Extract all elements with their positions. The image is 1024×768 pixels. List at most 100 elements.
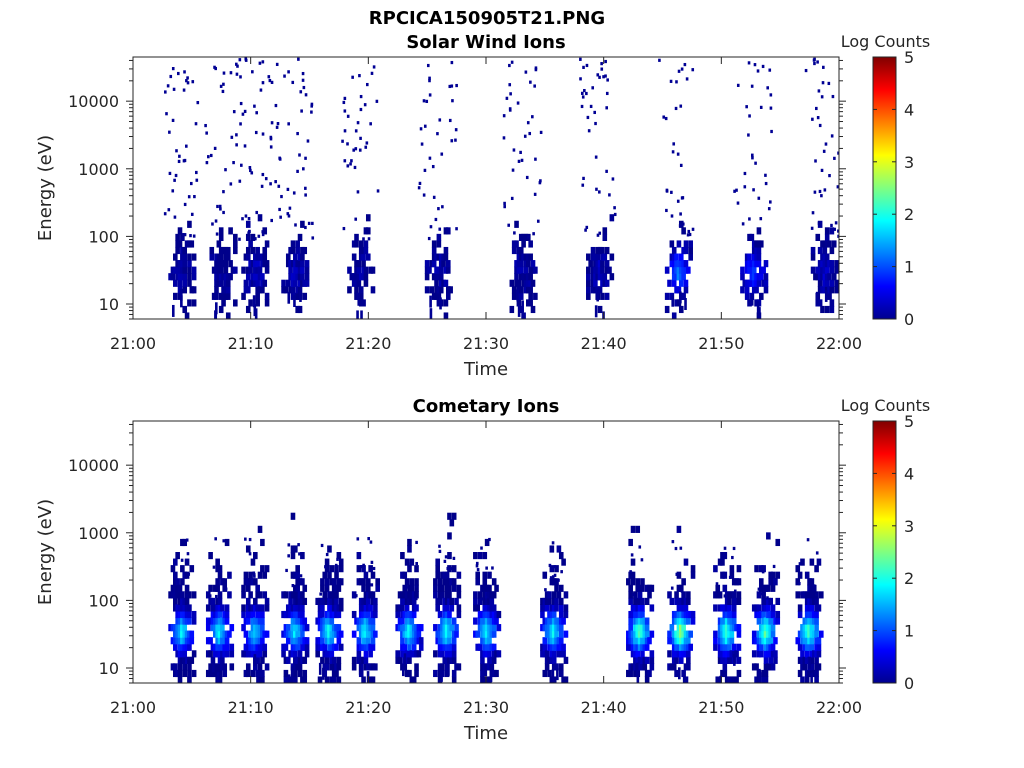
heatmap-cell	[756, 610, 762, 619]
heatmap-cell	[356, 266, 362, 274]
heatmap-cell	[528, 286, 533, 294]
heatmap-cell	[418, 637, 424, 645]
heatmap-cell	[331, 656, 337, 664]
heatmap-cell	[253, 104, 256, 108]
heatmap-cell	[678, 279, 684, 287]
heatmap-cell	[404, 669, 410, 678]
heatmap-cell	[749, 260, 755, 268]
heatmap-cell	[255, 630, 260, 638]
heatmap-cell	[229, 71, 233, 75]
heatmap-cell	[431, 253, 437, 261]
heatmap-cell	[816, 558, 822, 566]
heatmap-cell	[434, 217, 438, 222]
heatmap-cell	[637, 591, 643, 599]
heatmap-cell	[720, 643, 725, 651]
heatmap-cell	[257, 610, 263, 619]
heatmap-cell	[187, 656, 192, 664]
heatmap-cell	[754, 253, 759, 261]
heatmap-cell	[320, 643, 325, 651]
heatmap-cell	[192, 234, 196, 238]
heatmap-cell	[246, 236, 250, 240]
heatmap-cell	[633, 637, 638, 645]
heatmap-cell	[637, 624, 643, 632]
heatmap-cell	[549, 610, 555, 619]
heatmap-cell	[356, 279, 362, 287]
heatmap-cell	[329, 630, 335, 638]
heatmap-cell	[554, 617, 559, 625]
heatmap-cell	[222, 82, 225, 86]
heatmap-cell	[356, 537, 360, 541]
heatmap-cell	[669, 253, 675, 261]
heatmap-cell	[354, 273, 359, 281]
heatmap-cell	[290, 279, 296, 287]
heatmap-cell	[351, 663, 357, 671]
heatmap-cell	[593, 273, 598, 281]
heatmap-cell	[558, 643, 564, 651]
heatmap-cell	[300, 637, 305, 645]
heatmap-cell	[484, 624, 490, 632]
heatmap-cell	[297, 273, 303, 281]
heatmap-cell	[324, 565, 327, 569]
heatmap-cell	[756, 630, 762, 638]
heatmap-cell	[681, 624, 686, 632]
heatmap-cell	[820, 253, 825, 261]
heatmap-cell	[262, 279, 268, 287]
heatmap-cell	[211, 292, 217, 300]
heatmap-cell	[365, 214, 371, 222]
heatmap-cell	[665, 189, 669, 193]
heatmap-cell	[325, 584, 328, 588]
heatmap-cell	[544, 656, 550, 664]
heatmap-cell	[213, 643, 218, 651]
heatmap-cell	[758, 307, 761, 319]
heatmap-cell	[260, 656, 265, 664]
heatmap-cell	[758, 266, 764, 274]
heatmap-cell	[354, 217, 358, 221]
heatmap-cell	[487, 624, 492, 632]
heatmap-cell	[595, 253, 601, 261]
heatmap-cell	[800, 663, 805, 671]
heatmap-cell	[222, 643, 228, 651]
heatmap-cell	[250, 669, 256, 678]
heatmap-cell	[637, 604, 643, 612]
heatmap-cell	[686, 233, 690, 237]
heatmap-cell	[487, 656, 492, 664]
heatmap-cell	[758, 610, 764, 619]
heatmap-cell	[225, 273, 231, 281]
heatmap-cell	[763, 617, 769, 625]
heatmap-cell	[288, 610, 293, 619]
heatmap-cell	[502, 114, 506, 118]
heatmap-cell	[182, 669, 188, 678]
heatmap-cell	[331, 624, 337, 632]
heatmap-cell	[809, 584, 815, 592]
heatmap-cell	[640, 650, 645, 658]
heatmap-cell	[758, 672, 762, 683]
heatmap-cell	[438, 260, 444, 268]
heatmap-cell	[635, 597, 641, 605]
heatmap-cell	[224, 587, 228, 591]
heatmap-cell	[322, 591, 328, 599]
heatmap-cell	[683, 240, 689, 248]
heatmap-cell	[264, 299, 270, 307]
heatmap-cell	[336, 578, 342, 586]
heatmap-cell	[217, 656, 223, 664]
heatmap-cell	[407, 630, 412, 638]
heatmap-cell	[319, 592, 322, 596]
heatmap-cell	[551, 541, 555, 545]
heatmap-cell	[219, 84, 223, 88]
heatmap-cell	[594, 155, 598, 159]
heatmap-cell	[600, 62, 603, 66]
heatmap-cell	[678, 624, 684, 632]
heatmap-cell	[758, 273, 764, 281]
heatmap-cell	[196, 100, 200, 105]
heatmap-cell	[248, 260, 253, 268]
heatmap-cell	[275, 125, 279, 129]
heatmap-cell	[748, 114, 751, 118]
heatmap-cell	[795, 637, 801, 645]
heatmap-cell	[290, 650, 296, 658]
heatmap-cell	[640, 656, 645, 664]
heatmap-cell	[283, 676, 289, 683]
heatmap-cell	[267, 75, 271, 79]
heatmap-cell	[400, 650, 405, 658]
heatmap-cell	[640, 597, 645, 605]
heatmap-cell	[221, 299, 226, 307]
